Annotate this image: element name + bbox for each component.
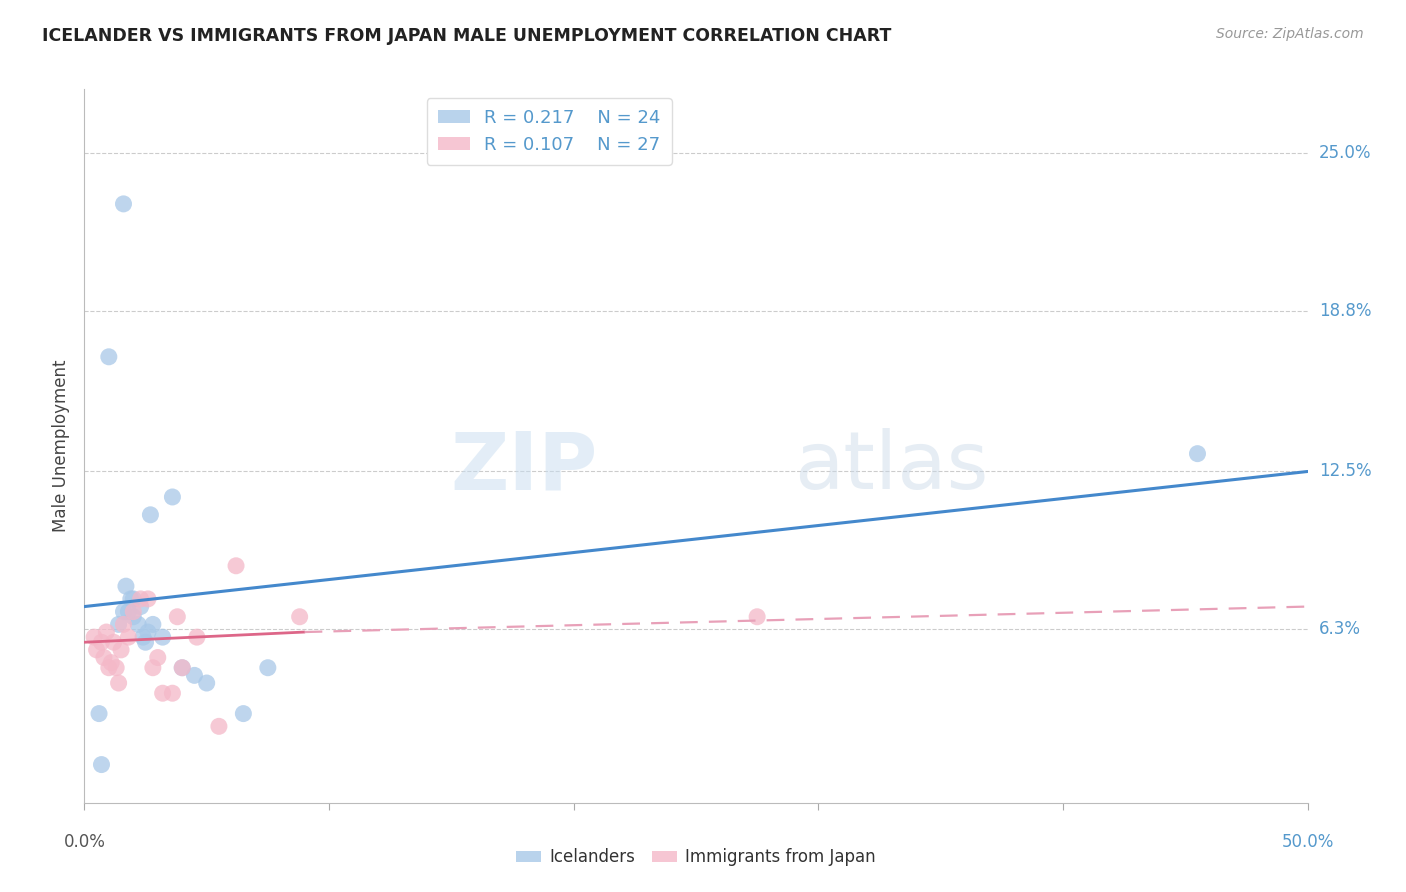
Point <box>129 591 152 606</box>
Text: ICELANDER VS IMMIGRANTS FROM JAPAN MALE UNEMPLOYMENT CORRELATION CHART: ICELANDER VS IMMIGRANTS FROM JAPAN MALE … <box>42 27 891 45</box>
Text: 0.0%: 0.0% <box>63 833 105 851</box>
Point <box>97 350 120 364</box>
Text: 6.3%: 6.3% <box>1319 621 1361 639</box>
Point <box>139 508 162 522</box>
Point <box>107 617 129 632</box>
Point <box>142 661 165 675</box>
Point <box>107 676 129 690</box>
Point <box>122 609 145 624</box>
Point <box>162 490 184 504</box>
Point <box>129 599 152 614</box>
Point <box>135 635 157 649</box>
Point <box>1187 447 1209 461</box>
Point <box>90 635 112 649</box>
Point <box>120 591 142 606</box>
Point <box>136 625 159 640</box>
Point <box>152 686 174 700</box>
Point <box>747 609 769 624</box>
Point <box>115 579 138 593</box>
Point <box>83 630 105 644</box>
Point <box>146 650 169 665</box>
Point <box>195 676 218 690</box>
Text: Source: ZipAtlas.com: Source: ZipAtlas.com <box>1216 27 1364 41</box>
Text: ZIP: ZIP <box>451 428 598 507</box>
Point <box>183 668 205 682</box>
Legend: Icelanders, Immigrants from Japan: Icelanders, Immigrants from Japan <box>509 842 883 873</box>
Point <box>117 605 139 619</box>
Text: 12.5%: 12.5% <box>1319 462 1371 481</box>
Text: 50.0%: 50.0% <box>1281 833 1334 851</box>
Point <box>86 643 108 657</box>
Point <box>117 630 139 644</box>
Point <box>112 197 135 211</box>
Point <box>97 661 120 675</box>
Text: atlas: atlas <box>794 428 988 507</box>
Point <box>112 617 135 632</box>
Point <box>162 686 184 700</box>
Point <box>122 591 145 606</box>
Point <box>87 706 110 721</box>
Point <box>100 656 122 670</box>
Point <box>232 706 254 721</box>
Text: 25.0%: 25.0% <box>1319 144 1371 162</box>
Point <box>93 650 115 665</box>
Point <box>112 605 135 619</box>
Y-axis label: Male Unemployment: Male Unemployment <box>52 359 70 533</box>
Point <box>105 661 128 675</box>
Point <box>166 609 188 624</box>
Point <box>122 605 145 619</box>
Point <box>186 630 208 644</box>
Text: 18.8%: 18.8% <box>1319 301 1371 320</box>
Point <box>90 757 112 772</box>
Point <box>127 617 149 632</box>
Point <box>132 630 155 644</box>
Point <box>96 625 118 640</box>
Point <box>257 661 280 675</box>
Point <box>288 609 311 624</box>
Point <box>152 630 174 644</box>
Point <box>225 558 247 573</box>
Point <box>172 661 194 675</box>
Point <box>110 643 132 657</box>
Point <box>208 719 231 733</box>
Point <box>142 617 165 632</box>
Point <box>103 635 125 649</box>
Point <box>136 591 159 606</box>
Point <box>172 661 194 675</box>
